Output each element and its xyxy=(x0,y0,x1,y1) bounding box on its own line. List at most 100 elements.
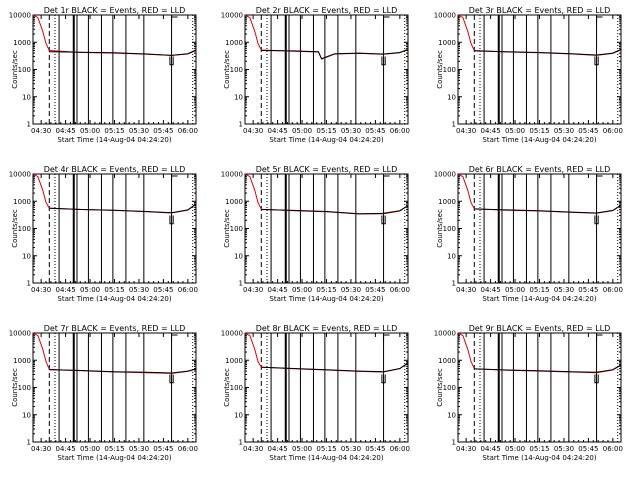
y-tick-label: 100 xyxy=(230,384,243,392)
detector-panel-9: Det 9r BLACK = Events, RED = LLD 1 10 100 10… xyxy=(434,324,623,462)
y-tick-label: 100 xyxy=(230,225,243,233)
panel-title: Det 4r BLACK = Events, RED = LLD xyxy=(44,165,186,174)
x-axis-label: Start Time (14-Aug-04 04:24:20) xyxy=(482,295,596,303)
x-tick-label: 05:30 xyxy=(554,445,574,453)
y-tick-label: 10000 xyxy=(221,171,243,179)
y-tick-label: 10 xyxy=(234,411,243,419)
events-series-line xyxy=(261,362,409,373)
y-tick-label: 1000 xyxy=(438,198,456,206)
x-tick-label: 06:00 xyxy=(603,286,623,294)
y-axis-label: Counts/sec xyxy=(223,368,231,407)
y-tick-label: 100 xyxy=(443,66,456,74)
y-tick-label: 10000 xyxy=(434,171,456,179)
x-tick-label: 06:00 xyxy=(603,127,623,135)
y-tick-label: 1 xyxy=(239,439,243,447)
y-tick-label: 10000 xyxy=(434,330,456,338)
x-tick-label: 04:45 xyxy=(481,445,501,453)
y-tick-label: 1 xyxy=(452,121,456,129)
x-tick-label: 04:45 xyxy=(56,127,76,135)
x-tick-label: 04:30 xyxy=(243,286,263,294)
x-axis-label: Start Time (14-Aug-04 04:24:20) xyxy=(57,295,171,303)
x-tick-label: 04:30 xyxy=(456,445,476,453)
bracket-marker xyxy=(596,175,603,182)
events-series-line xyxy=(49,49,197,56)
dip-marker xyxy=(381,215,386,225)
x-tick-label: 05:45 xyxy=(578,286,598,294)
y-tick-label: 10000 xyxy=(221,330,243,338)
events-series-line xyxy=(474,48,622,56)
x-tick-label: 05:45 xyxy=(365,127,385,135)
y-tick-label: 10000 xyxy=(221,12,243,20)
y-tick-label: 10 xyxy=(234,252,243,260)
y-tick-label: 10 xyxy=(22,93,31,101)
y-tick-label: 10 xyxy=(447,252,456,260)
y-axis-label: Counts/sec xyxy=(11,368,19,407)
x-tick-label: 05:30 xyxy=(129,445,149,453)
bracket-marker xyxy=(383,16,390,23)
bracket-marker xyxy=(383,175,390,182)
events-series-line xyxy=(261,205,409,215)
detector-panel-7: Det 7r BLACK = Events, RED = LLD 1 10 100 10… xyxy=(9,324,198,462)
y-tick-label: 100 xyxy=(230,66,243,74)
y-tick-label: 10000 xyxy=(9,330,31,338)
y-tick-label: 1000 xyxy=(13,357,31,365)
x-tick-label: 05:15 xyxy=(316,286,336,294)
x-tick-label: 05:15 xyxy=(316,445,336,453)
y-tick-label: 100 xyxy=(18,66,31,74)
detector-panel-4: Det 4r BLACK = Events, RED = LLD 1 10 100 10… xyxy=(9,165,198,303)
x-tick-label: 05:45 xyxy=(365,286,385,294)
x-tick-label: 05:30 xyxy=(554,286,574,294)
x-tick-label: 05:15 xyxy=(529,127,549,135)
dip-marker xyxy=(169,215,174,225)
x-tick-label: 05:15 xyxy=(316,127,336,135)
dip-marker xyxy=(594,374,599,384)
x-axis-label: Start Time (14-Aug-04 04:24:20) xyxy=(269,136,383,144)
y-axis-label: Counts/sec xyxy=(223,209,231,248)
x-tick-label: 05:45 xyxy=(153,127,173,135)
detector-panel-8: Det 8r BLACK = Events, RED = LLD 1 10 100 10… xyxy=(221,324,410,462)
events-series-line xyxy=(49,203,197,214)
y-axis-label: Counts/sec xyxy=(11,50,19,89)
bracket-marker xyxy=(171,334,178,341)
detector-panel-1: Det 1r BLACK = Events, RED = LLD 1 10 100 10… xyxy=(9,6,198,144)
y-tick-label: 1 xyxy=(452,439,456,447)
x-tick-label: 05:00 xyxy=(80,286,100,294)
y-axis-label: Counts/sec xyxy=(436,209,444,248)
events-series-line xyxy=(261,48,409,60)
x-tick-label: 06:00 xyxy=(178,127,198,135)
y-tick-label: 10000 xyxy=(434,12,456,20)
x-tick-label: 04:30 xyxy=(31,445,51,453)
panel-title: Det 9r BLACK = Events, RED = LLD xyxy=(469,324,611,333)
x-tick-label: 06:00 xyxy=(178,286,198,294)
x-tick-label: 05:45 xyxy=(153,286,173,294)
x-tick-label: 04:30 xyxy=(456,127,476,135)
events-series-line xyxy=(49,368,197,374)
x-tick-label: 06:00 xyxy=(390,445,410,453)
x-tick-label: 04:45 xyxy=(268,127,288,135)
bracket-marker xyxy=(171,175,178,182)
y-tick-label: 1000 xyxy=(438,39,456,47)
x-axis-label: Start Time (14-Aug-04 04:24:20) xyxy=(269,295,383,303)
x-tick-label: 06:00 xyxy=(178,445,198,453)
events-series-line xyxy=(474,364,622,373)
panel-title: Det 7r BLACK = Events, RED = LLD xyxy=(44,324,186,333)
bracket-marker xyxy=(383,334,390,341)
x-axis-label: Start Time (14-Aug-04 04:24:20) xyxy=(57,136,171,144)
x-tick-label: 05:30 xyxy=(129,286,149,294)
x-tick-label: 06:00 xyxy=(390,127,410,135)
panel-title: Det 6r BLACK = Events, RED = LLD xyxy=(469,165,611,174)
x-tick-label: 04:30 xyxy=(243,127,263,135)
x-tick-label: 05:30 xyxy=(341,445,361,453)
x-tick-label: 05:00 xyxy=(292,286,312,294)
y-tick-label: 1000 xyxy=(13,198,31,206)
y-axis-label: Counts/sec xyxy=(436,50,444,89)
panel-title: Det 8r BLACK = Events, RED = LLD xyxy=(256,324,398,333)
y-tick-label: 100 xyxy=(18,225,31,233)
y-tick-label: 10000 xyxy=(9,12,31,20)
y-tick-label: 1 xyxy=(27,439,31,447)
x-tick-label: 06:00 xyxy=(603,445,623,453)
x-axis-label: Start Time (14-Aug-04 04:24:20) xyxy=(482,454,596,462)
y-tick-label: 100 xyxy=(443,225,456,233)
detector-panel-6: Det 6r BLACK = Events, RED = LLD 1 10 100 10… xyxy=(434,165,623,303)
